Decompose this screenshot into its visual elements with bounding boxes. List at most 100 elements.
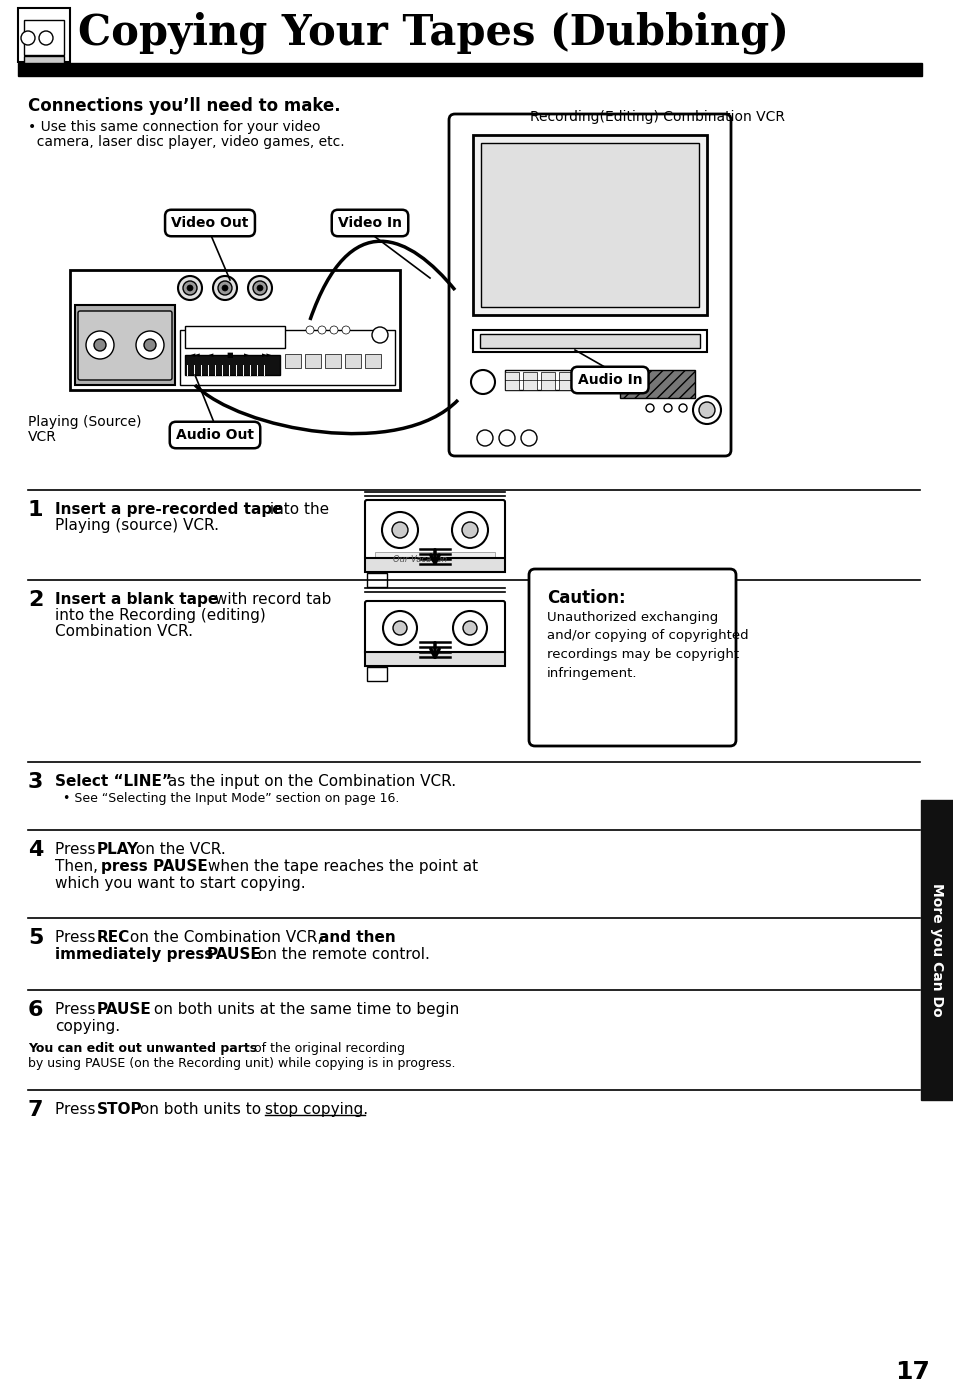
Circle shape: [183, 281, 196, 295]
Text: of the original recording: of the original recording: [250, 1043, 405, 1055]
Circle shape: [462, 621, 476, 634]
Circle shape: [453, 611, 486, 645]
Bar: [180, 330, 395, 385]
Text: Playing (source) VCR.: Playing (source) VCR.: [55, 519, 219, 534]
Text: by using PAUSE (on the Recording unit) while copying is in progress.: by using PAUSE (on the Recording unit) w…: [28, 1056, 455, 1070]
Text: on both units at the same time to begin: on both units at the same time to begin: [149, 1003, 458, 1016]
FancyBboxPatch shape: [365, 501, 504, 558]
Bar: [285, 354, 301, 368]
Text: with record tab: with record tab: [210, 592, 331, 607]
Circle shape: [213, 276, 236, 301]
Text: Combination VCR.: Combination VCR.: [55, 625, 193, 638]
Bar: [375, 552, 495, 564]
Text: Press: Press: [55, 843, 100, 856]
Text: Insert a pre-recorded tape: Insert a pre-recorded tape: [55, 502, 282, 517]
Bar: [305, 354, 320, 368]
Text: Press: Press: [55, 1003, 100, 1016]
Text: Video Out: Video Out: [172, 217, 249, 230]
Circle shape: [39, 30, 53, 46]
Text: 7: 7: [28, 1100, 44, 1120]
Circle shape: [520, 430, 537, 445]
Bar: [18, 63, 921, 76]
Text: on the remote control.: on the remote control.: [253, 947, 430, 963]
Bar: [75, 305, 174, 385]
Text: into the: into the: [265, 502, 329, 517]
Text: Audio In: Audio In: [578, 372, 641, 387]
Bar: [480, 143, 699, 308]
Text: Connections you’ll need to make.: Connections you’ll need to make.: [28, 97, 340, 114]
Circle shape: [218, 281, 232, 295]
Text: Playing (Source): Playing (Source): [28, 415, 141, 429]
Text: into the Recording (editing): into the Recording (editing): [55, 608, 266, 623]
Text: when the tape reaches the point at: when the tape reaches the point at: [203, 859, 477, 874]
Text: Then,: Then,: [55, 859, 103, 874]
Text: 3: 3: [28, 772, 43, 792]
Circle shape: [136, 331, 164, 359]
Text: Insert a blank tape: Insert a blank tape: [55, 592, 218, 607]
Circle shape: [392, 523, 408, 538]
Text: press PAUSE: press PAUSE: [101, 859, 208, 874]
Circle shape: [461, 523, 477, 538]
Text: Recording(Editing) Combination VCR: Recording(Editing) Combination VCR: [530, 110, 784, 124]
Circle shape: [187, 285, 193, 291]
Bar: [365, 354, 380, 368]
Circle shape: [256, 285, 263, 291]
Bar: [185, 325, 285, 348]
Text: • Use this same connection for your video: • Use this same connection for your vide…: [28, 120, 320, 134]
FancyBboxPatch shape: [365, 601, 504, 655]
Text: camera, laser disc player, video games, etc.: camera, laser disc player, video games, …: [28, 135, 344, 149]
Text: Select “LINE”: Select “LINE”: [55, 774, 172, 789]
Text: Caution:: Caution:: [546, 589, 625, 607]
Text: ◄◄: ◄◄: [190, 352, 200, 359]
Text: 6: 6: [28, 1000, 44, 1020]
Bar: [504, 372, 518, 390]
Circle shape: [679, 404, 686, 412]
Circle shape: [692, 396, 720, 423]
Text: Audio Out: Audio Out: [175, 427, 253, 443]
Text: ◄: ◄: [208, 352, 213, 359]
Text: immediately press: immediately press: [55, 947, 218, 963]
Circle shape: [382, 611, 416, 645]
Bar: [365, 558, 504, 572]
Bar: [24, 57, 64, 63]
Text: ■: ■: [226, 352, 233, 359]
Text: VCR: VCR: [28, 430, 57, 444]
Text: on both units to: on both units to: [135, 1102, 266, 1117]
Text: as the input on the Combination VCR.: as the input on the Combination VCR.: [163, 774, 456, 789]
Bar: [577, 372, 590, 390]
Text: 4: 4: [28, 840, 43, 860]
Circle shape: [663, 404, 671, 412]
Bar: [24, 21, 64, 55]
Bar: [479, 334, 700, 348]
Text: ►: ►: [244, 352, 249, 359]
Text: PAUSE: PAUSE: [207, 947, 261, 963]
Bar: [367, 667, 387, 681]
Text: ►►: ►►: [262, 352, 273, 359]
Bar: [345, 354, 360, 368]
Circle shape: [330, 325, 337, 334]
Circle shape: [645, 404, 654, 412]
Text: Press: Press: [55, 1102, 100, 1117]
Text: Press: Press: [55, 929, 100, 945]
Text: which you want to start copying.: which you want to start copying.: [55, 876, 305, 891]
Circle shape: [253, 281, 267, 295]
Circle shape: [94, 339, 106, 352]
Circle shape: [341, 325, 350, 334]
Circle shape: [699, 403, 714, 418]
Circle shape: [248, 276, 272, 301]
Text: copying.: copying.: [55, 1019, 120, 1034]
Bar: [558, 372, 573, 390]
Text: on the Combination VCR,: on the Combination VCR,: [125, 929, 327, 945]
Text: on the VCR.: on the VCR.: [131, 843, 226, 856]
Circle shape: [393, 621, 407, 634]
Circle shape: [222, 285, 228, 291]
Text: You can edit out unwanted parts: You can edit out unwanted parts: [28, 1043, 257, 1055]
FancyBboxPatch shape: [78, 312, 172, 381]
Circle shape: [471, 370, 495, 394]
Circle shape: [21, 30, 35, 46]
Circle shape: [476, 430, 493, 445]
Bar: [473, 330, 706, 352]
Bar: [365, 652, 504, 666]
Circle shape: [372, 327, 388, 343]
Bar: [619, 370, 695, 399]
